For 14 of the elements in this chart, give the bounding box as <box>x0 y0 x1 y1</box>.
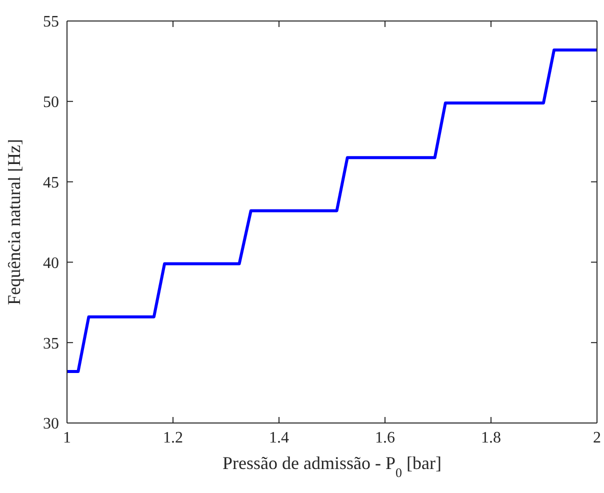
y-tick-label: 35 <box>43 335 59 352</box>
y-tick-label: 55 <box>43 14 59 31</box>
x-tick-label: 1.6 <box>375 429 395 446</box>
x-tick-label: 1.4 <box>269 429 289 446</box>
line-series <box>67 48 597 374</box>
x-tick-label: 1 <box>63 429 71 446</box>
x-tick-label: 2 <box>593 429 601 446</box>
y-tick-label: 50 <box>43 94 59 112</box>
y-tick-label: 30 <box>43 416 59 433</box>
x-axis-title: Pressão de admissão - P$_{0}$ [bar] <box>222 453 442 480</box>
x-tick-label: 1.2 <box>163 429 183 446</box>
y-tick-label: 45 <box>43 174 59 192</box>
x-tick-label: 1.8 <box>481 429 501 446</box>
y-tick-label: 40 <box>43 254 59 272</box>
